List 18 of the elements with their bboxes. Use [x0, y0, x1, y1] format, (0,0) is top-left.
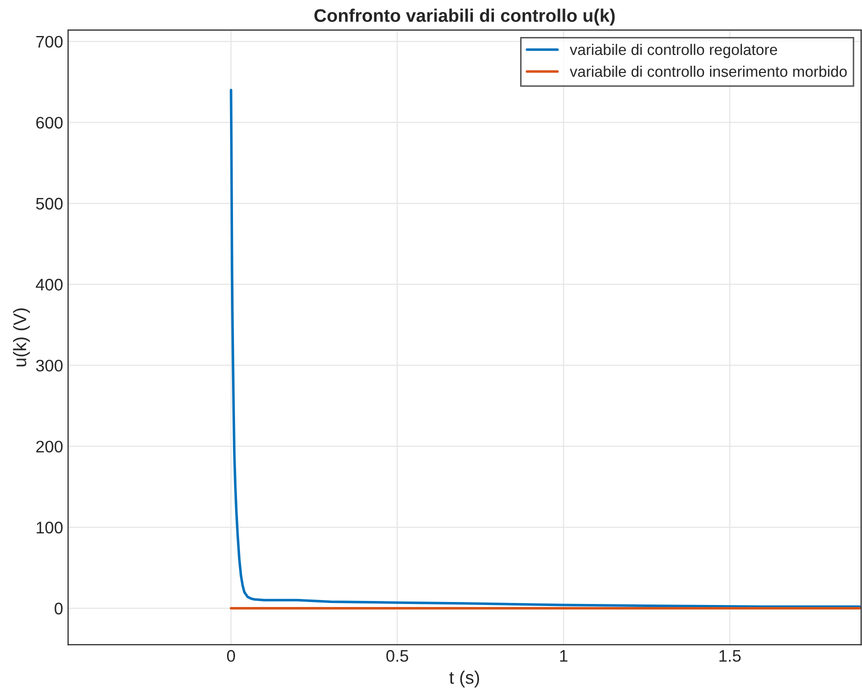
x-tick-label: 1.5 [719, 650, 741, 662]
chart-title: Confronto variabili di controllo u(k) [314, 8, 615, 26]
y-tick-label: 600 [36, 116, 63, 129]
y-tick-label: 500 [36, 198, 63, 210]
y-tick-label: 400 [36, 278, 63, 291]
y-tick-label: 0 [54, 602, 63, 614]
x-tick-label: 0.5 [386, 650, 408, 662]
y-tick-label: 100 [36, 522, 63, 534]
y-tick-label: 200 [36, 440, 63, 453]
y-tick-label: 300 [36, 360, 63, 372]
y-tick-label: 700 [36, 36, 63, 48]
legend-label: variabile di controllo regolatore [570, 44, 778, 58]
legend-label: variabile di controllo inserimento morbido [570, 66, 847, 77]
y-axis-title: u(k) (V) [13, 308, 30, 366]
line-series [230, 88, 861, 608]
x-tick-label: 1 [560, 650, 568, 662]
x-tick-label: 0 [227, 650, 236, 662]
x-axis-title: t (s) [449, 670, 480, 688]
